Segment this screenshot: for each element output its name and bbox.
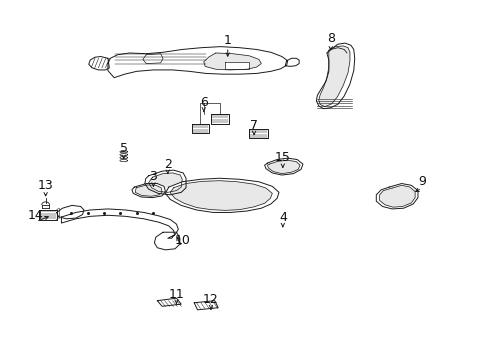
Polygon shape [194, 301, 218, 310]
Text: 14: 14 [28, 209, 44, 222]
Polygon shape [318, 46, 349, 107]
Polygon shape [165, 178, 279, 212]
Text: 6: 6 [200, 96, 207, 109]
Polygon shape [225, 62, 249, 69]
Polygon shape [316, 43, 354, 109]
Text: 15: 15 [274, 150, 290, 163]
Polygon shape [132, 184, 165, 198]
Polygon shape [135, 185, 162, 196]
Text: 9: 9 [417, 175, 425, 188]
Text: 11: 11 [168, 288, 184, 301]
Polygon shape [154, 232, 180, 250]
Text: 10: 10 [174, 234, 190, 247]
Polygon shape [210, 114, 229, 123]
Polygon shape [191, 123, 208, 134]
Text: 13: 13 [38, 179, 53, 192]
Polygon shape [108, 47, 287, 78]
Text: 12: 12 [203, 293, 219, 306]
Text: 1: 1 [224, 34, 231, 47]
Text: 5: 5 [120, 142, 127, 155]
Text: 2: 2 [163, 158, 171, 171]
Polygon shape [89, 57, 109, 70]
Polygon shape [57, 206, 84, 219]
Polygon shape [144, 170, 185, 195]
Polygon shape [40, 210, 57, 220]
Polygon shape [379, 185, 414, 207]
Polygon shape [203, 53, 261, 70]
Polygon shape [157, 298, 181, 306]
Text: 3: 3 [149, 170, 157, 183]
Polygon shape [267, 160, 300, 174]
Polygon shape [61, 209, 178, 238]
Polygon shape [142, 54, 163, 64]
Polygon shape [285, 58, 299, 66]
Polygon shape [148, 173, 182, 192]
Polygon shape [376, 184, 417, 209]
Polygon shape [264, 158, 303, 175]
Polygon shape [249, 129, 267, 138]
Text: 4: 4 [278, 211, 286, 224]
Polygon shape [170, 181, 272, 210]
Text: 7: 7 [249, 119, 258, 132]
Text: 8: 8 [326, 32, 334, 45]
